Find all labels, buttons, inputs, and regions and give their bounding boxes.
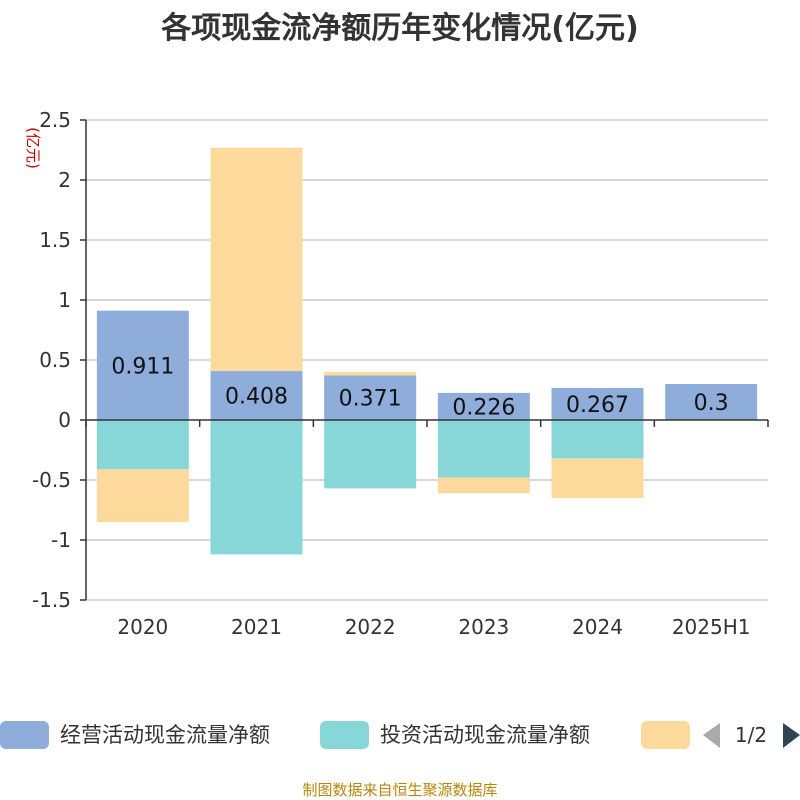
bar-2023-series-2 (437, 477, 530, 494)
data-label: 0.911 (111, 354, 174, 379)
bar-2021-series-0 (210, 371, 303, 420)
x-tick-label: 2024 (572, 615, 623, 639)
y-axis-unit: (亿元) (24, 127, 42, 169)
data-label: 0.408 (225, 385, 288, 410)
bar-2022-series-1 (324, 420, 417, 489)
y-tick-label: 0.5 (39, 348, 71, 372)
y-tick-label: -0.5 (32, 468, 71, 492)
y-tick-label: 0 (58, 408, 71, 432)
x-tick-label: 2020 (117, 615, 168, 639)
data-source: 制图数据来自恒生聚源数据库 (302, 781, 497, 799)
bar-2024-series-2 (551, 458, 644, 498)
x-tick-label: 2021 (231, 615, 282, 639)
bar-2020-series-1 (96, 420, 189, 470)
legend-page-indicator: 1/2 (735, 723, 767, 747)
legend-next-arrow-icon[interactable] (783, 723, 800, 748)
y-tick-label: 2.5 (39, 108, 71, 132)
x-tick-label: 2023 (458, 615, 509, 639)
bar-2020-series-2 (96, 469, 189, 522)
data-label: 0.3 (694, 391, 729, 416)
legend-label[interactable]: 投资活动现金流量净额 (380, 723, 590, 747)
y-tick-label: 1.5 (39, 228, 71, 252)
legend: 经营活动现金流量净额 投资活动现金流量净额 (0, 721, 690, 749)
y-tick-label: -1.5 (32, 588, 71, 612)
bar-2023-series-0 (437, 392, 530, 420)
bar-2021-series-1 (210, 420, 303, 555)
y-tick-label: -1 (51, 528, 71, 552)
x-tick-label: 2022 (345, 615, 396, 639)
bar-2020-series-0 (96, 310, 189, 420)
bar-2025H1-series-0 (665, 384, 758, 420)
data-label: 0.226 (452, 395, 515, 420)
bar-2024-series-0 (551, 387, 644, 420)
legend-swatch[interactable] (641, 721, 690, 749)
x-axis-ticks: 2020 2021 2022 2023 2024 2025H1 (117, 615, 750, 639)
chart-title: 各项现金流净额历年变化情况(亿元) (160, 11, 638, 46)
data-label: 0.267 (566, 393, 629, 418)
grid-lines (86, 119, 768, 601)
bar-2022-series-2 (324, 371, 417, 376)
bar-2023-series-1 (437, 420, 530, 478)
bar-2021-series-2 (210, 147, 303, 372)
y-axis-ticks: 2.5 2 1.5 1 0.5 0 -0.5 -1 -1.5 (32, 108, 86, 612)
legend-label[interactable]: 经营活动现金流量净额 (60, 723, 270, 747)
y-tick-label: 1 (58, 288, 71, 312)
legend-swatch[interactable] (0, 721, 49, 749)
legend-prev-arrow-icon[interactable] (703, 723, 720, 748)
bars (96, 147, 758, 555)
legend-swatch[interactable] (320, 721, 369, 749)
x-tick-label: 2025H1 (672, 615, 751, 639)
y-tick-label: 2 (58, 168, 71, 192)
data-labels: 0.911 0.408 0.371 0.226 0.267 0.3 (111, 354, 728, 420)
data-label: 0.371 (339, 387, 402, 412)
legend-pager: 1/2 (703, 723, 800, 748)
bar-2022-series-0 (324, 375, 417, 420)
bar-2024-series-1 (551, 420, 644, 459)
